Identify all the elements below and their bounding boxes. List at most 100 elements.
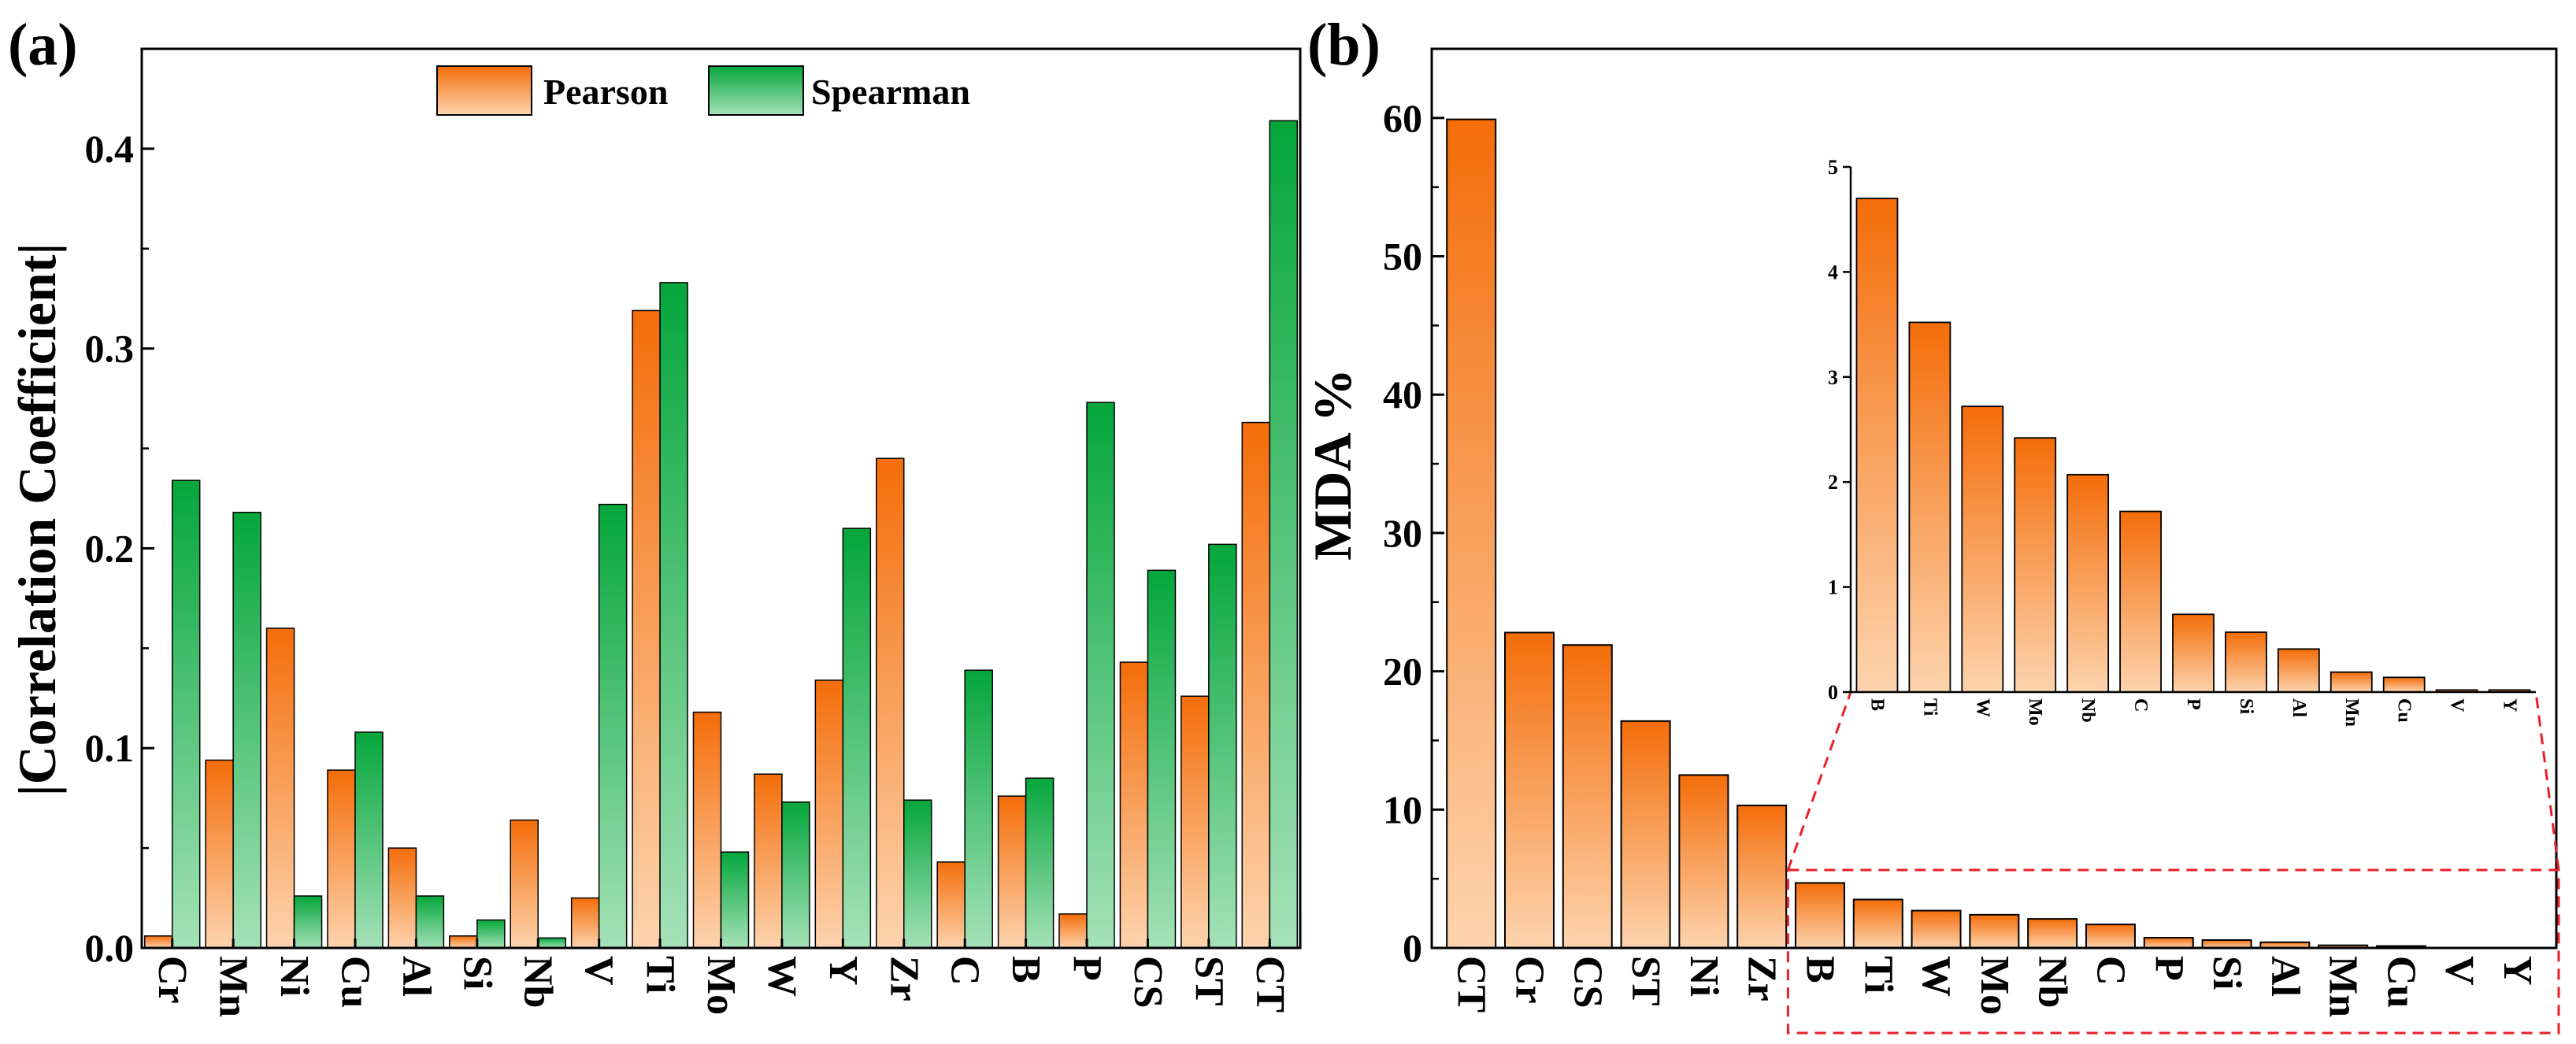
bar-mda-st (1620, 720, 1671, 949)
panel-a-category-label-ct: CT (1247, 956, 1292, 1013)
panel-a-y-tick-label: 0.0 (85, 926, 135, 970)
bar-pearson-cr (143, 935, 173, 949)
inset-category-label-al: Al (2289, 698, 2309, 717)
panel-a-y-tick-label: 0.4 (85, 127, 135, 171)
inset-bar-cu (2382, 676, 2426, 693)
panel-a-y-tick-label: 0.2 (85, 526, 135, 570)
panel-b-category-label-w: W (1914, 956, 1959, 997)
panel-a-category-label-ni: Ni (272, 956, 317, 997)
bar-pearson-ct (1241, 421, 1271, 949)
bar-spearman-mn (232, 512, 261, 949)
inset-category-label-nb: Nb (2077, 698, 2098, 723)
panel-b-y-tick-label: 20 (1383, 650, 1422, 694)
panel-a-category-label-cs: CS (1125, 956, 1170, 1008)
panel-a-category-label-nb: Nb (516, 956, 561, 1008)
bar-pearson-st (1181, 695, 1210, 949)
legend-label-pearson: Pearson (543, 72, 668, 112)
bar-mda-ti (1852, 898, 1903, 949)
panel-b-label: (b) (1307, 12, 1381, 78)
panel-b-category-label-mo: Mo (1972, 956, 2017, 1015)
panel-a-category-label-p: P (1065, 956, 1110, 981)
bar-mda-p (2143, 936, 2194, 950)
panel-b-category-label-ni: Ni (1681, 956, 1726, 997)
legend-label-spearman: Spearman (811, 72, 970, 112)
bar-spearman-zr (903, 799, 932, 949)
bar-pearson-mn (205, 759, 234, 949)
panel-a-bars (143, 120, 1299, 949)
panel-b-y-tick-label: 60 (1383, 96, 1422, 140)
panel-b-category-label-v: V (2437, 956, 2481, 986)
bar-mda-cs (1562, 644, 1613, 949)
panel-a-y-tick-label: 0.1 (85, 726, 135, 770)
inset-bar-c (2119, 510, 2162, 693)
panel-b-y-tick-label: 0 (1403, 926, 1422, 970)
bar-mda-zr (1736, 805, 1788, 949)
panel-b-category-label-p: P (2146, 956, 2191, 981)
panel-a-category-label-cr: Cr (150, 956, 195, 1004)
panel-a-plot-frame (140, 47, 1302, 950)
bar-pearson-b (997, 795, 1027, 949)
inset-category-label-mo: Mo (2025, 698, 2045, 726)
bar-pearson-w (754, 773, 783, 949)
panel-b-category-label-mn: Mn (2321, 956, 2366, 1017)
panel-b-category-label-b: B (1797, 956, 1842, 983)
bar-pearson-mo (692, 711, 722, 949)
panel-a-category-label-v: V (576, 956, 621, 986)
panel-a-category-label-st: ST (1186, 956, 1231, 1006)
panel-b-y-axis-title: MDA % (1303, 368, 1362, 561)
bar-spearman-c (964, 669, 993, 949)
legend-swatch-spearman (708, 65, 804, 116)
bar-spearman-nb (537, 937, 566, 949)
bar-spearman-w (781, 801, 810, 949)
inset-category-label-w: W (1972, 698, 1992, 717)
bar-pearson-cu (327, 769, 356, 949)
bar-pearson-c (936, 861, 966, 949)
inset-bar-nb (2066, 473, 2110, 693)
panel-b-y-tick-label: 50 (1383, 235, 1422, 279)
inset-category-label-b: B (1866, 698, 1887, 711)
zoom-connector-right (2534, 691, 2560, 871)
panel-b-category-label-si: Si (2204, 956, 2249, 990)
bar-pearson-ni (265, 628, 295, 949)
panel-a-y-axis-title: |Correlation Coefficient| (7, 243, 67, 797)
panel-b-category-label-c: C (2088, 956, 2133, 986)
panel-a-category-label-al: Al (394, 956, 439, 997)
inset-bar-mn (2330, 671, 2373, 693)
panel-a-category-label-cu: Cu (332, 956, 377, 1008)
zoom-box (1786, 868, 2560, 1035)
panel-b-category-label-cr: Cr (1507, 956, 1551, 1004)
bar-mda-ni (1678, 774, 1729, 950)
inset-y-tick-label: 4 (1828, 261, 1838, 283)
bar-spearman-ni (293, 895, 323, 949)
inset-category-label-y: Y (2500, 698, 2520, 712)
bar-spearman-cu (354, 731, 384, 949)
inset-category-label-ti: Ti (1919, 698, 1940, 716)
panel-b-category-label-y: Y (2495, 956, 2540, 986)
panel-b-category-label-ti: Ti (1855, 956, 1900, 994)
panel-a-category-label-mn: Mn (211, 956, 256, 1017)
bar-spearman-al (415, 895, 445, 949)
bar-spearman-ti (659, 282, 688, 949)
inset-bar-w (1961, 405, 2004, 693)
panel-a-category-label-w: W (759, 956, 804, 997)
legend-swatch-pearson (436, 65, 532, 116)
bar-mda-w (1911, 909, 1962, 950)
inset-bar-p (2172, 613, 2215, 693)
inset-category-label-p: P (2183, 698, 2203, 710)
panel-a-label: (a) (8, 12, 78, 78)
inset-category-label-si: Si (2236, 698, 2256, 714)
inset-bar-si (2225, 631, 2267, 693)
inset-y-tick-label: 3 (1828, 366, 1838, 389)
panel-a-y-tick-label: 0.3 (85, 327, 135, 371)
panel-b-category-label-al: Al (2263, 956, 2307, 997)
inset-bar-al (2277, 648, 2320, 693)
legend: Pearson Spearman (436, 65, 970, 116)
bar-pearson-y (814, 679, 844, 949)
zoom-connector-left (1786, 691, 1852, 871)
panel-b-y-tick-label: 40 (1383, 372, 1422, 416)
bar-pearson-p (1058, 913, 1088, 949)
bar-spearman-y (842, 528, 872, 949)
panel-b-category-label-cu: Cu (2378, 956, 2423, 1008)
bar-pearson-zr (876, 457, 905, 949)
